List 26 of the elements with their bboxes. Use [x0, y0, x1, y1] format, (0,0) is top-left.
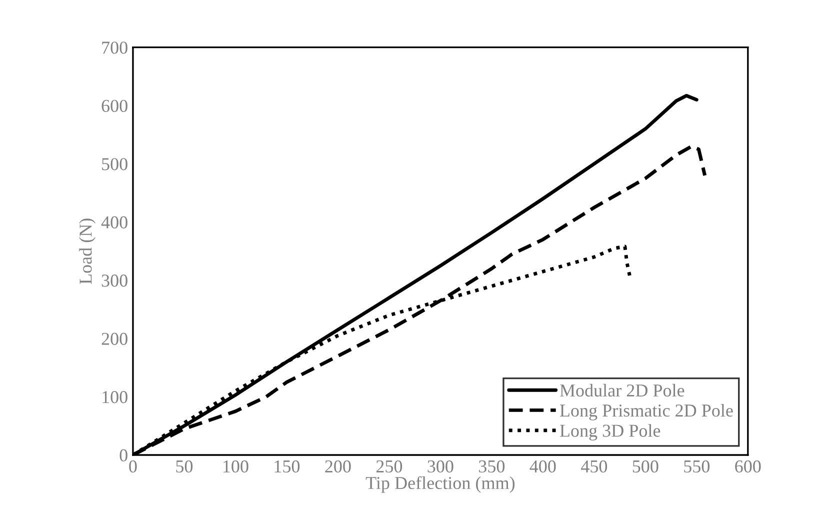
x-axis-title: Tip Deflection (mm) [366, 476, 515, 493]
x-tick-label: 250 [376, 460, 402, 473]
x-tick-label: 400 [530, 460, 556, 473]
legend-label: Long 3D Pole [560, 424, 660, 441]
y-tick-label: 0 [120, 449, 128, 462]
y-tick-label: 100 [102, 391, 128, 404]
x-tick-label: 350 [478, 460, 505, 473]
x-tick-label: 0 [129, 460, 137, 473]
y-tick-label: 200 [102, 332, 128, 345]
x-tick-label: 150 [274, 460, 300, 473]
x-tick-label: 450 [580, 460, 608, 473]
y-tick-label: 400 [101, 216, 128, 228]
x-tick-label: 600 [735, 460, 761, 473]
legend-label: Long Prismatic 2D Pole [560, 404, 733, 420]
y-axis-title: Load (N) [79, 218, 96, 284]
x-tick-label: 550 [684, 460, 710, 473]
x-tick-label: 50 [176, 460, 193, 473]
y-tick-label: 700 [102, 42, 128, 54]
x-tick-label: 200 [325, 460, 351, 473]
x-tick-label: 300 [428, 460, 454, 473]
legend-label: Modular 2D Pole [560, 384, 684, 397]
y-tick-label: 500 [102, 158, 128, 170]
y-tick-label: 600 [102, 100, 128, 112]
x-tick-label: 100 [223, 460, 248, 473]
x-tick-label: 500 [632, 460, 658, 473]
y-tick-label: 300 [102, 274, 128, 287]
